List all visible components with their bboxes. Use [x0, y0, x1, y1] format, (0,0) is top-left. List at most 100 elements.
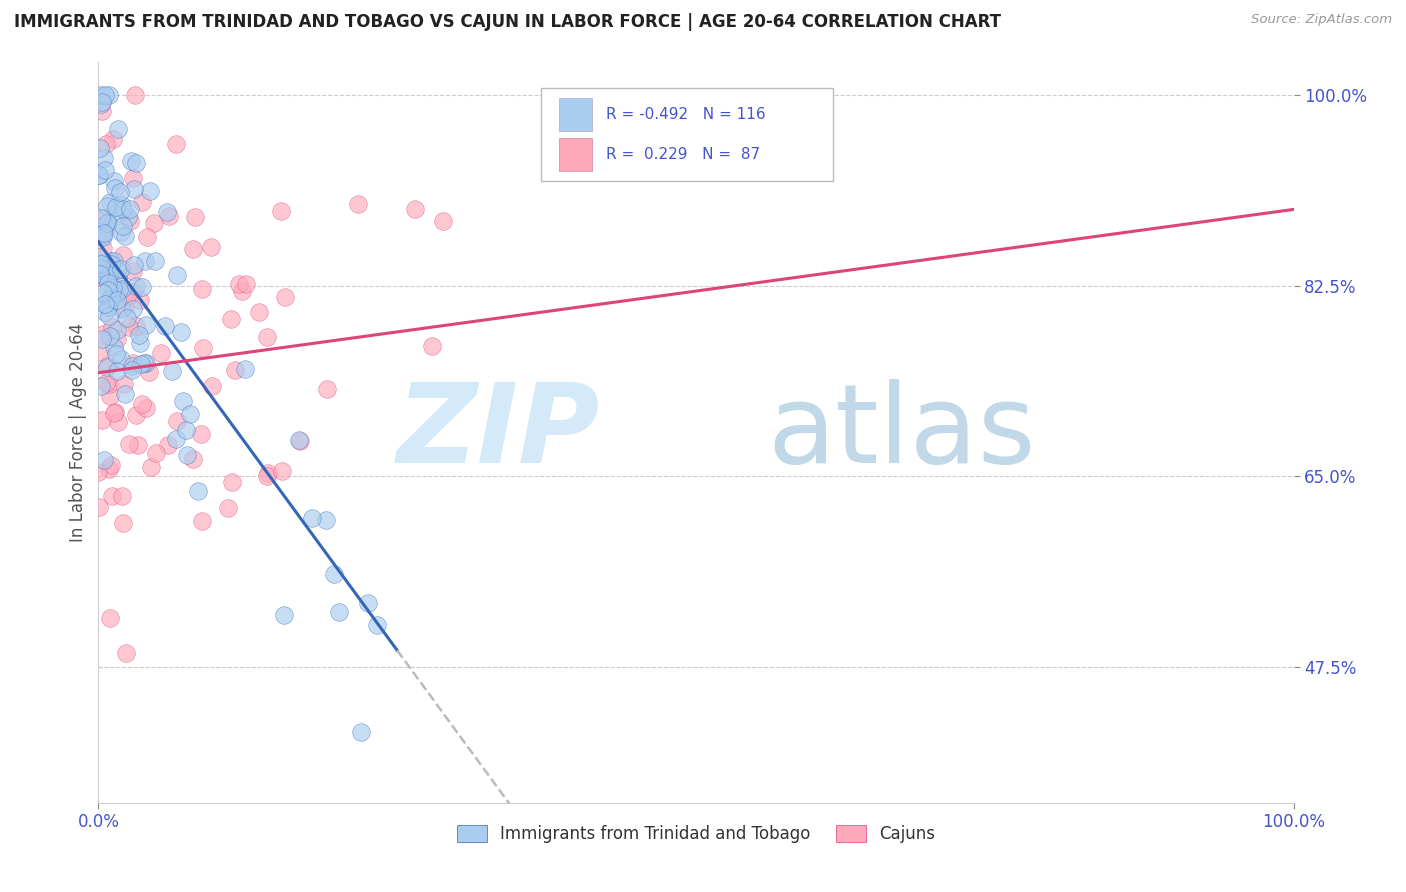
Point [301, 510, 323, 524]
Point [117, 310, 139, 325]
Point [104, 405, 127, 419]
Point [91, 241, 114, 255]
Point [91, 225, 114, 239]
Point [432, 213, 454, 227]
Point [274, 290, 297, 304]
Point [87, 466, 110, 480]
Point [127, 438, 149, 452]
Y-axis label: In Labor Force | Age 20-64: In Labor Force | Age 20-64 [69, 323, 87, 542]
Point [132, 356, 155, 370]
Point [97, 300, 120, 314]
Point [135, 356, 157, 370]
Point [110, 226, 132, 240]
Point [288, 434, 311, 448]
Point [316, 382, 339, 396]
Point [112, 219, 135, 233]
Point [273, 608, 295, 623]
Point [156, 438, 179, 452]
Point [94, 136, 117, 151]
Point [135, 401, 157, 416]
Point [90, 97, 112, 112]
Point [94, 297, 117, 311]
Point [121, 362, 143, 376]
Point [87, 268, 110, 282]
Point [101, 489, 124, 503]
Point [121, 170, 143, 185]
Point [87, 500, 110, 514]
Text: R = -0.492   N = 116: R = -0.492 N = 116 [606, 107, 766, 122]
Point [104, 181, 127, 195]
Point [219, 312, 242, 326]
Point [247, 305, 270, 319]
Point [174, 423, 197, 437]
Point [96, 359, 118, 374]
Point [90, 211, 112, 226]
Point [166, 268, 188, 283]
Point [117, 210, 139, 224]
Point [190, 282, 212, 296]
Point [114, 300, 136, 314]
Point [87, 168, 110, 182]
Point [98, 376, 121, 391]
Point [110, 489, 132, 503]
Text: ZIP: ZIP [396, 379, 600, 486]
Point [288, 433, 311, 447]
Point [122, 285, 145, 299]
Point [96, 269, 118, 284]
Point [420, 339, 443, 353]
Point [118, 436, 141, 450]
Point [315, 513, 337, 527]
Point [105, 347, 128, 361]
Point [103, 341, 125, 355]
Point [89, 250, 111, 264]
Point [346, 196, 368, 211]
Point [165, 432, 187, 446]
Point [117, 320, 139, 334]
Point [101, 319, 124, 334]
Point [91, 211, 114, 226]
Point [110, 282, 132, 296]
Point [115, 647, 138, 661]
Point [100, 254, 122, 268]
Point [103, 406, 125, 420]
Point [101, 281, 124, 295]
Point [125, 408, 148, 422]
Point [90, 379, 112, 393]
Point [110, 351, 132, 366]
Point [256, 468, 278, 483]
Point [125, 318, 148, 333]
Point [165, 137, 187, 152]
Point [105, 323, 128, 337]
Point [233, 362, 256, 376]
Point [128, 327, 150, 342]
FancyBboxPatch shape [541, 88, 834, 181]
Point [122, 258, 145, 272]
Point [157, 209, 180, 223]
Point [120, 154, 142, 169]
Point [257, 466, 280, 480]
Point [94, 162, 117, 177]
Point [97, 300, 120, 314]
Point [93, 88, 115, 103]
Point [172, 393, 194, 408]
Point [136, 230, 159, 244]
Point [134, 253, 156, 268]
Point [112, 516, 135, 530]
Point [97, 215, 120, 229]
Point [328, 605, 350, 619]
Point [145, 446, 167, 460]
Point [187, 484, 209, 499]
Point [143, 253, 166, 268]
Point [98, 268, 121, 282]
Point [404, 202, 426, 217]
Point [90, 412, 112, 426]
Point [217, 501, 239, 516]
Point [94, 304, 117, 318]
Point [96, 198, 118, 212]
Point [98, 309, 121, 323]
Point [105, 293, 128, 307]
Point [131, 397, 153, 411]
Point [100, 291, 122, 305]
Point [108, 284, 131, 298]
Point [179, 407, 201, 421]
